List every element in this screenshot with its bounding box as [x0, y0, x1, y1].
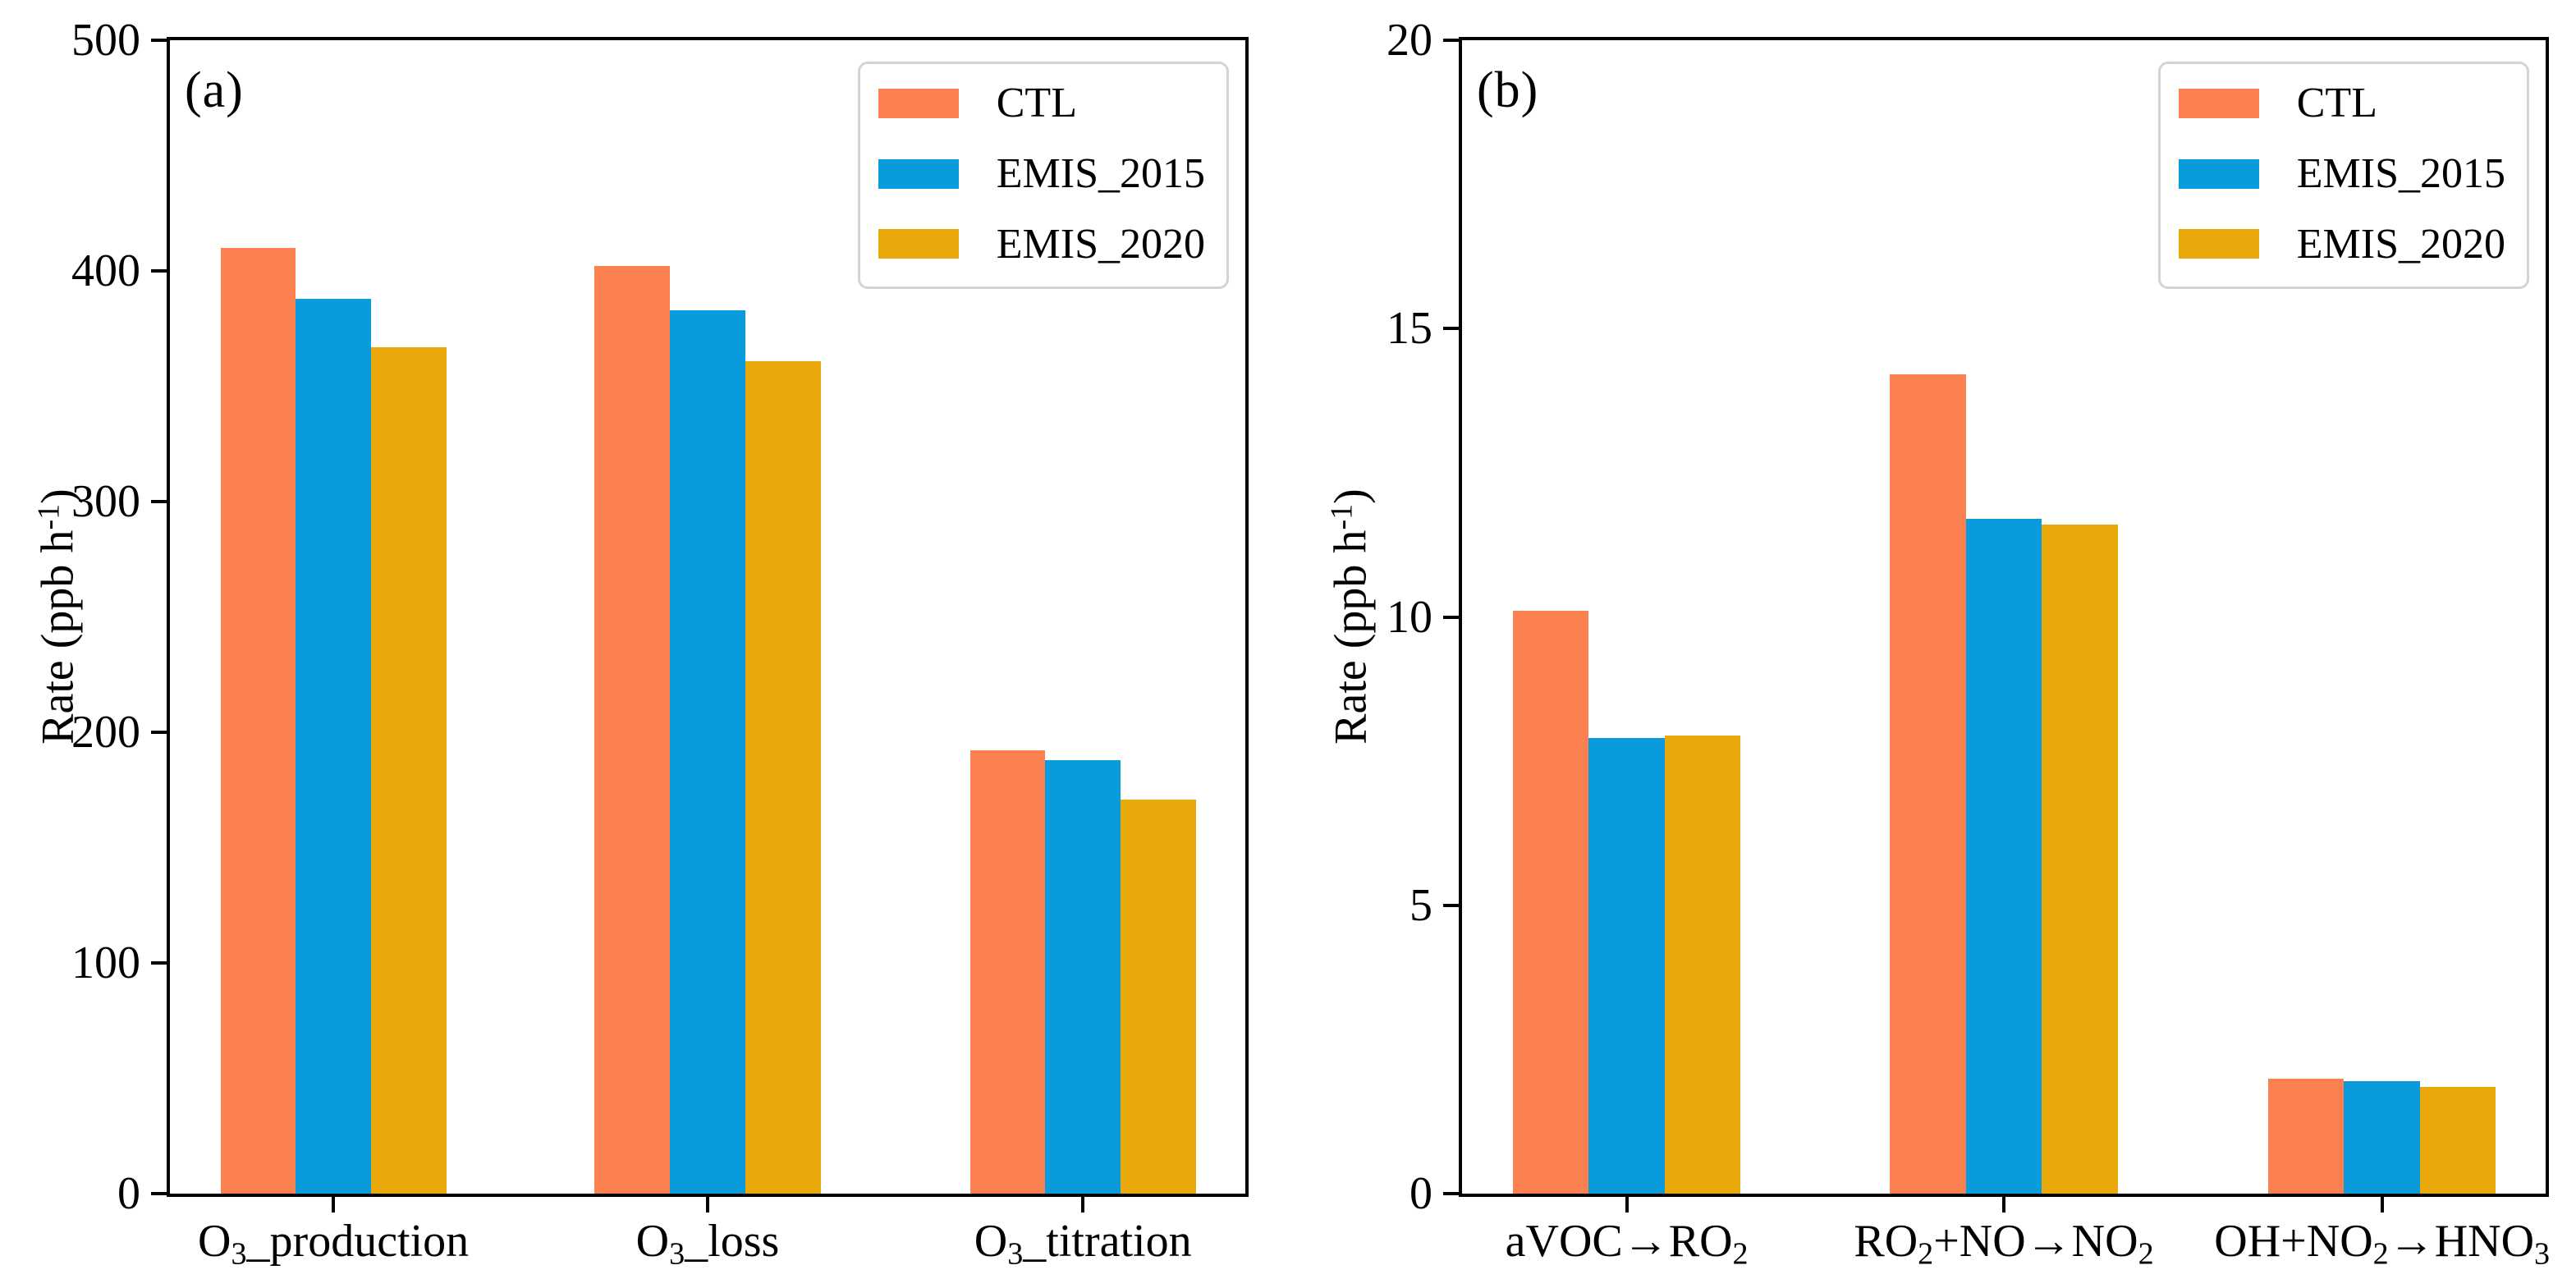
bar-ctl-group1	[1513, 611, 1589, 1194]
legend-label-emis-2020: EMIS_2020	[996, 220, 1205, 268]
bar-emis_2015-group1	[296, 298, 371, 1194]
x-tick-label: O3_loss	[635, 1216, 780, 1272]
x-tick	[706, 1197, 709, 1213]
legend-item-emis-2020: EMIS_2020	[2178, 220, 2505, 269]
panel-tag-a: (a)	[185, 62, 244, 118]
x-tick	[1081, 1197, 1085, 1213]
bar-emis_2015-group1	[1588, 738, 1665, 1194]
legend-label-emis-2015: EMIS_2015	[996, 149, 1205, 197]
panel-tag-b: (b)	[1477, 62, 1539, 118]
y-tick	[1443, 615, 1459, 619]
y-axis-label-a: Rate (ppb h-1)	[31, 488, 84, 745]
bar-emis_2015-group2	[1965, 519, 2042, 1194]
legend-label-emis-2020: EMIS_2020	[2296, 220, 2505, 268]
y-tick-label: 10	[1387, 591, 1432, 643]
legend-b: CTL EMIS_2015 EMIS_2020	[2157, 62, 2529, 290]
y-tick	[1443, 327, 1459, 331]
bar-ctl-group2	[1890, 374, 1966, 1194]
y-tick-label: 20	[1387, 15, 1432, 66]
legend-swatch-emis-2015	[2178, 158, 2259, 189]
legend-swatch-ctl	[878, 88, 959, 118]
legend-a: CTL EMIS_2015 EMIS_2020	[857, 62, 1229, 290]
y-tick	[151, 269, 167, 273]
bar-emis_2020-group1	[370, 346, 447, 1194]
y-tick-label: 0	[117, 1168, 140, 1219]
legend-item-ctl: CTL	[2178, 79, 2505, 128]
y-tick	[151, 961, 167, 965]
x-tick-label: aVOC→RO2	[1505, 1216, 1749, 1272]
y-tick	[1443, 1192, 1459, 1195]
x-tick	[2002, 1197, 2005, 1213]
y-tick-label: 0	[1409, 1168, 1432, 1219]
bar-emis_2015-group2	[670, 309, 745, 1194]
x-tick	[1625, 1197, 1629, 1213]
x-tick-label: OH+NO2→HNO3	[2214, 1216, 2551, 1272]
y-tick	[151, 731, 167, 734]
x-tick-label: O3_titration	[974, 1216, 1192, 1272]
legend-item-emis-2020: EMIS_2020	[878, 220, 1205, 269]
x-tick	[332, 1197, 336, 1213]
y-tick-label: 200	[71, 707, 140, 758]
legend-label-emis-2015: EMIS_2015	[2296, 149, 2505, 197]
y-tick-label: 100	[71, 937, 140, 988]
y-tick	[151, 500, 167, 503]
legend-label-ctl: CTL	[2296, 80, 2377, 126]
legend-label-ctl: CTL	[996, 80, 1077, 126]
legend-item-ctl: CTL	[878, 79, 1205, 128]
x-tick-label: RO2+NO→NO2	[1854, 1216, 2154, 1272]
bar-emis_2020-group2	[2042, 525, 2118, 1194]
bar-emis_2015-group3	[1045, 759, 1121, 1194]
y-tick	[151, 39, 167, 42]
y-tick-label: 15	[1387, 303, 1432, 355]
plot-area-b: (b) CTL EMIS_2015 EMIS_2020 0 5 10 15 20 aVOC…	[1387, 17, 2550, 1271]
y-tick	[151, 1192, 167, 1195]
y-tick-label: 500	[71, 15, 140, 66]
legend-swatch-emis-2020	[878, 229, 959, 259]
y-axis-label-b: Rate (ppb h-1)	[1324, 488, 1377, 745]
bar-emis_2015-group3	[2344, 1081, 2420, 1194]
bar-emis_2020-group2	[745, 360, 821, 1194]
y-tick	[1443, 903, 1459, 907]
x-tick-label: O3_production	[198, 1216, 470, 1272]
legend-swatch-emis-2020	[2178, 229, 2259, 259]
bar-emis_2020-group1	[1664, 735, 1741, 1194]
bar-ctl-group3	[2268, 1078, 2345, 1194]
plot-area-a: (a) CTL EMIS_2015 EMIS_2020 0 100 200 300 40…	[71, 17, 1249, 1271]
legend-swatch-emis-2015	[878, 158, 959, 189]
bar-ctl-group3	[969, 750, 1046, 1194]
y-tick-label: 400	[71, 245, 140, 296]
y-tick-label: 300	[71, 476, 140, 527]
bar-ctl-group2	[594, 266, 671, 1194]
legend-item-emis-2015: EMIS_2015	[2178, 149, 2505, 199]
legend-swatch-ctl	[2178, 88, 2259, 118]
x-tick	[2380, 1197, 2384, 1213]
legend-item-emis-2015: EMIS_2015	[878, 149, 1205, 199]
bar-ctl-group1	[220, 247, 296, 1194]
y-tick-label: 5	[1409, 879, 1432, 931]
y-tick	[1443, 39, 1459, 42]
bar-emis_2020-group3	[2419, 1087, 2496, 1194]
bar-emis_2020-group3	[1121, 799, 1196, 1194]
